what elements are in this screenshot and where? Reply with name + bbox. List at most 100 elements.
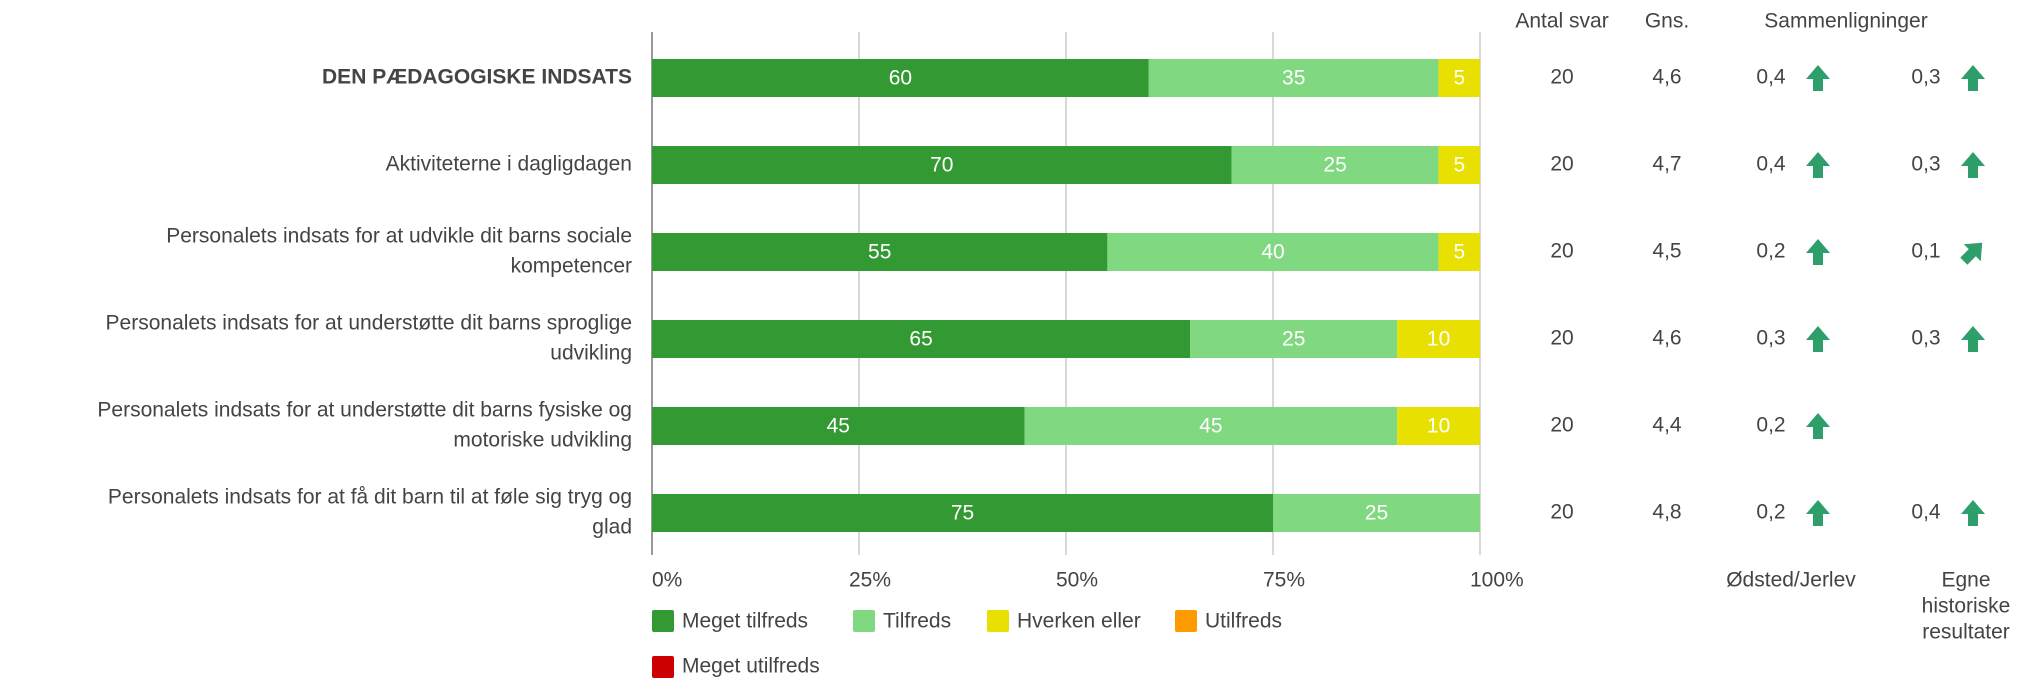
legend-label: Meget utilfreds [682,655,820,678]
arrow-up-icon [1806,152,1830,178]
bar-value-label: 35 [1282,67,1305,90]
bar-segment [1024,407,1398,445]
column-header-antal-svar: Antal svar [1515,10,1608,33]
column-header-gns: Gns. [1645,10,1689,33]
comparison-value: 0,3 [1911,327,1940,350]
bar-segment [652,407,1025,445]
bar-segment [1190,320,1398,358]
bar-segment [1397,407,1480,445]
comparison-value: 0,2 [1756,240,1785,263]
bar-segment [1231,146,1439,184]
bar-segment [1107,233,1439,271]
bar-segment [1397,320,1480,358]
antal-svar-value: 20 [1550,327,1573,350]
bar-value-label: 5 [1453,241,1465,264]
antal-svar-value: 20 [1550,501,1573,524]
x-tick-label: 75% [1263,569,1305,592]
bar-value-label: 25 [1365,502,1388,525]
comparison-value: 0,4 [1756,66,1786,89]
legend-label: Utilfreds [1205,610,1282,633]
bar-segment [652,320,1191,358]
category-label: Aktiviteterne i dagligdagen [386,153,632,176]
legend-label: Meget tilfreds [682,610,808,633]
gns-value: 4,8 [1652,501,1681,524]
bar-value-label: 25 [1282,328,1305,351]
bar-value-label: 10 [1427,415,1450,438]
arrow-up-icon [1806,413,1830,439]
bar-value-label: 45 [827,415,850,438]
legend-label: Tilfreds [883,610,951,633]
antal-svar-value: 20 [1550,240,1573,263]
comparison-value: 0,3 [1911,66,1940,89]
arrow-up-icon [1806,500,1830,526]
gns-value: 4,6 [1652,66,1681,89]
comparison-value: 0,1 [1911,240,1940,263]
antal-svar-value: 20 [1550,153,1573,176]
arrow-up-icon [1806,239,1830,265]
comparison-value: 0,2 [1756,501,1785,524]
bar-segment [1438,146,1480,184]
antal-svar-value: 20 [1550,66,1573,89]
bar-value-label: 40 [1261,241,1284,264]
category-label: Personalets indsats for at få dit barn t… [108,486,632,509]
column-header-sammenligninger: Sammenligninger [1764,10,1927,33]
bar-value-label: 25 [1323,154,1346,177]
bar-value-label: 5 [1453,154,1465,177]
category-label: DEN PÆDAGOGISKE INDSATS [322,66,632,89]
bar-segment [652,233,1108,271]
arrow-up-icon [1961,500,1985,526]
legend-swatch [853,610,875,632]
comparison-value: 0,4 [1756,153,1786,176]
gns-value: 4,6 [1652,327,1681,350]
bar-value-label: 75 [951,502,974,525]
bar-value-label: 5 [1453,67,1465,90]
antal-svar-value: 20 [1550,414,1573,437]
legend-swatch [1175,610,1197,632]
x-tick-label: 0% [652,569,682,592]
legend-swatch [987,610,1009,632]
x-tick-label: 25% [849,569,891,592]
comparison-value: 0,3 [1756,327,1785,350]
gns-value: 4,4 [1652,414,1682,437]
x-tick-label: 100% [1470,569,1524,592]
category-label: Personalets indsats for at understøtte d… [97,399,632,422]
x-tick-label: 50% [1056,569,1098,592]
bar-value-label: 45 [1199,415,1222,438]
category-label: motoriske udvikling [453,429,632,452]
bar-segment [652,146,1232,184]
comparison-value: 0,4 [1911,501,1941,524]
comparison-footer-label: historiske [1922,595,2011,618]
gns-value: 4,7 [1652,153,1681,176]
arrow-up-icon [1806,65,1830,91]
bar-value-label: 65 [909,328,932,351]
bar-value-label: 55 [868,241,891,264]
bar-segment [1438,233,1480,271]
bar-segment [1148,59,1439,97]
legend-swatch [652,610,674,632]
category-label: Personalets indsats for at udvikle dit b… [166,225,632,248]
arrow-up-right-icon [1960,242,1983,265]
comparison-footer-label: Egne [1941,569,1990,592]
arrow-up-icon [1961,152,1985,178]
bar-value-label: 60 [889,67,912,90]
comparison-value: 0,3 [1911,153,1940,176]
bar-segment [1273,494,1480,532]
category-label: Personalets indsats for at understøtte d… [106,312,632,335]
bar-segment [1438,59,1480,97]
bar-value-label: 10 [1427,328,1450,351]
bar-segment [652,494,1273,532]
legend-swatch [652,656,674,678]
arrow-up-icon [1961,326,1985,352]
arrow-up-icon [1806,326,1830,352]
gns-value: 4,5 [1652,240,1681,263]
comparison-value: 0,2 [1756,414,1785,437]
category-label: udvikling [550,342,632,365]
category-label: kompetencer [511,255,632,278]
arrow-up-icon [1961,65,1985,91]
comparison-footer-label: Ødsted/Jerlev [1726,569,1856,592]
bar-value-label: 70 [930,154,953,177]
category-label: glad [592,516,632,539]
legend-label: Hverken eller [1017,610,1141,633]
bar-segment [652,59,1149,97]
